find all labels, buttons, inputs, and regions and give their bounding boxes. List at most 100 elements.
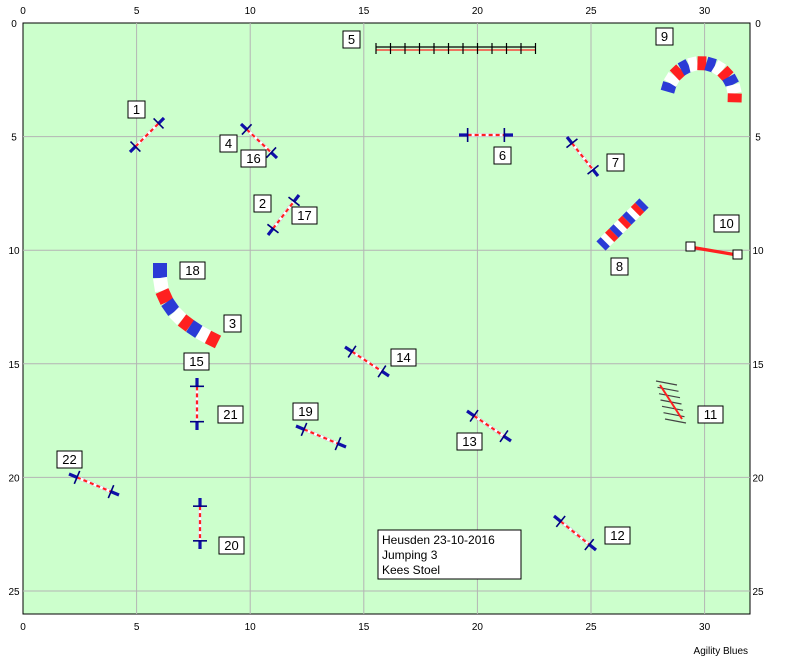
tunnel-segment (635, 198, 649, 212)
label-box-2: 2 (253, 194, 272, 213)
bottom-tick-label: 5 (134, 622, 140, 633)
label-box-4: 4 (219, 134, 238, 153)
grid-lines (23, 23, 750, 614)
obstacle-number: 19 (298, 404, 312, 419)
label-box-10: 10 (713, 214, 740, 233)
course-field (22, 22, 751, 615)
top-axis: 0 5 10 15 20 25 30 (20, 6, 710, 17)
jump-wing (266, 223, 279, 234)
jump-20 (193, 498, 207, 549)
obstacle-number: 7 (612, 155, 619, 170)
weave-pole (664, 418, 687, 424)
jump-14 (344, 345, 390, 378)
label-box-6: 6 (493, 146, 512, 165)
tunnel-9 (660, 56, 742, 103)
label-box-21: 21 (217, 405, 244, 424)
label-box-22: 22 (56, 450, 83, 469)
label-box-14: 14 (390, 348, 417, 367)
jump-wing (377, 365, 387, 378)
label-box-9: 9 (655, 27, 674, 46)
tyre-10 (685, 241, 743, 260)
weave-base (659, 384, 683, 420)
jump-wing (584, 538, 595, 551)
obstacle-number: 6 (499, 148, 506, 163)
jump-pole-stripes (134, 122, 160, 148)
obstacle-number: 14 (396, 350, 410, 365)
obstacle-number: 2 (259, 196, 266, 211)
weave-pole (658, 393, 681, 399)
jump-pole-stripes (571, 142, 594, 171)
tunnel-segment (600, 232, 615, 247)
label-box-11: 11 (697, 405, 724, 424)
obstacle-number: 3 (229, 316, 236, 331)
left-tick-label: 10 (8, 246, 20, 257)
tunnel-segment (663, 71, 681, 87)
obstacles-layer (68, 43, 743, 552)
long-jump-5 (375, 43, 537, 54)
label-box-18: 18 (179, 261, 206, 280)
jump-wing (288, 196, 301, 207)
label-box-17: 17 (291, 206, 318, 225)
top-tick-label: 0 (20, 6, 26, 17)
number-labels: 1 2 3 4 5 6 7 8 9 10 11 12 13 14 15 16 1… (56, 27, 740, 555)
jump-12 (552, 514, 598, 552)
bottom-tick-label: 10 (245, 622, 257, 633)
top-tick-label: 20 (472, 6, 484, 17)
left-tick-label: 0 (11, 19, 17, 30)
left-tick-label: 20 (8, 473, 20, 484)
tunnel-segment (153, 276, 169, 293)
tunnel-segment (596, 237, 610, 251)
label-box-13: 13 (456, 432, 483, 451)
tunnel-segment (669, 64, 686, 81)
jump-pole-stripes (246, 128, 272, 154)
right-tick-label: 5 (755, 133, 761, 144)
right-axis: 0 5 10 15 20 25 (752, 19, 764, 598)
info-class: Jumping 3 (382, 548, 438, 562)
brand-footer: Agility Blues (694, 646, 748, 657)
bottom-tick-label: 20 (472, 622, 484, 633)
obstacle-number: 20 (224, 538, 238, 553)
jump-wing (334, 436, 342, 451)
obstacle-number: 12 (610, 528, 624, 543)
jump-wing (555, 515, 566, 528)
top-tick-label: 25 (585, 6, 597, 17)
jump-1 (128, 116, 166, 154)
weave-pole (655, 380, 678, 386)
jump-13 (466, 409, 512, 443)
tunnel-segment (630, 202, 645, 217)
tunnel-segment (605, 228, 619, 242)
jump-pole-stripes (303, 428, 339, 445)
tunnel-segment (725, 83, 742, 96)
label-box-16: 16 (240, 149, 267, 168)
jump-pole-stripes (76, 476, 112, 493)
obstacle-number: 21 (223, 407, 237, 422)
bottom-tick-label: 30 (699, 622, 711, 633)
right-tick-label: 0 (755, 19, 761, 30)
obstacle-number: 15 (189, 354, 203, 369)
tunnel-segment (626, 207, 640, 221)
tunnel-segment (169, 307, 187, 325)
obstacle-number: 22 (62, 452, 76, 467)
jump-wing (300, 422, 308, 437)
jump-6 (459, 128, 513, 142)
left-tick-label: 15 (8, 360, 20, 371)
tunnel-segment (622, 211, 636, 225)
tunnel-segment (613, 219, 628, 234)
tyre-post (732, 249, 743, 260)
info-judge: Kees Stoel (382, 563, 440, 577)
tunnel-segment (177, 314, 195, 332)
label-box-5: 5 (342, 30, 361, 49)
jump-wing (565, 138, 578, 149)
tunnel-segment (204, 330, 222, 349)
tunnel-segment (722, 73, 739, 89)
jump-pole-stripes (351, 350, 383, 373)
jump-wing (153, 117, 165, 129)
tunnel-segment (660, 81, 677, 94)
tunnel-18-3 (153, 263, 222, 349)
jump-pole-stripes (560, 520, 590, 546)
jump-wing (265, 146, 277, 159)
tunnel-segment (704, 56, 717, 73)
info-box: Heusden 23-10-2016 Jumping 3 Kees Stoel (377, 529, 522, 580)
tunnel-segment (186, 320, 203, 338)
